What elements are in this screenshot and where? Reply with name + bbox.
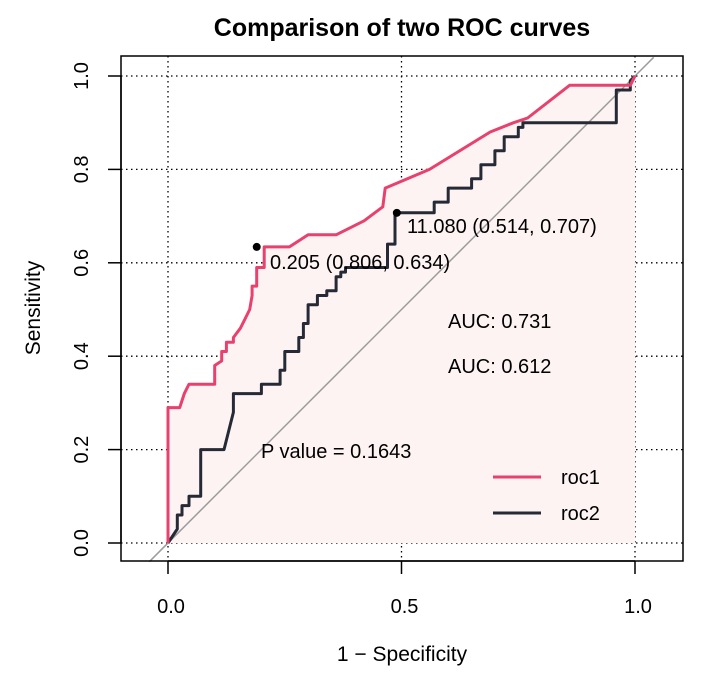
x-axis-label: 1 − Specificity — [337, 643, 468, 666]
y-tick-label-4: 0.8 — [71, 155, 93, 183]
threshold-point-roc2 — [392, 208, 401, 217]
p-value-label: P value = 0.1643 — [261, 441, 411, 463]
threshold-markers — [252, 208, 401, 251]
legend-label-roc1: roc1 — [561, 467, 600, 489]
chart-title: Comparison of two ROC curves — [214, 14, 590, 42]
y-tick-label-3: 0.6 — [71, 249, 93, 277]
x-tick-label-2: 1.0 — [624, 596, 652, 618]
chance-diagonal-line — [148, 56, 655, 563]
roc1-threshold-label: 0.205 (0.806, 0.634) — [270, 252, 450, 274]
x-axis: 0.0 0.5 1.0 — [157, 560, 652, 618]
x-tick-label-1: 0.5 — [391, 596, 419, 618]
x-tick-label-0: 0.0 — [157, 596, 185, 618]
roc2-threshold-label: 11.080 (0.514, 0.707) — [407, 216, 597, 238]
roc2-curve — [166, 74, 637, 544]
y-axis: 0.0 0.2 0.4 0.6 0.8 1.0 — [71, 62, 122, 557]
roc1-auc-label: AUC: 0.731 — [448, 311, 551, 333]
legend: roc1 roc2 — [493, 467, 600, 525]
y-tick-label-1: 0.2 — [71, 436, 93, 464]
roc1-curve — [166, 75, 637, 543]
annotations: 0.205 (0.806, 0.634) 11.080 (0.514, 0.70… — [261, 216, 597, 463]
y-tick-label-0: 0.0 — [71, 529, 93, 557]
roc2-auc-label: AUC: 0.612 — [448, 356, 551, 378]
legend-label-roc2: roc2 — [561, 503, 600, 525]
y-axis-label: Sensitivity — [22, 260, 45, 355]
threshold-point-roc1 — [252, 242, 261, 251]
y-tick-label-2: 0.4 — [71, 342, 93, 370]
y-tick-label-5: 1.0 — [71, 62, 93, 90]
